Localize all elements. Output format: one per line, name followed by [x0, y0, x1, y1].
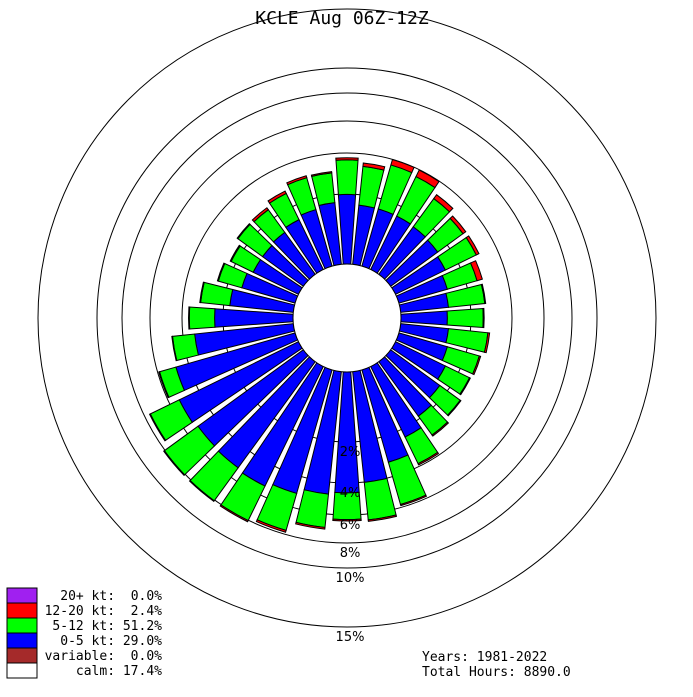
bar-90-12-20kt	[482, 307, 485, 329]
bar-260-12-20kt	[171, 335, 178, 362]
legend: 20+ kt: 0.0%12-20 kt: 2.4% 5-12 kt: 51.2…	[6, 587, 163, 679]
bar-90-5-12kt	[446, 307, 484, 329]
bar-330-12-20kt	[267, 190, 287, 204]
bar-230-12-20kt	[163, 449, 186, 477]
bar-190-12-20kt	[295, 521, 326, 530]
bar-200-12-20kt	[255, 519, 287, 533]
bar-190-5-12kt	[295, 489, 330, 528]
total-hours-text: Total Hours: 8890.0	[422, 665, 571, 680]
bar-240-12-20kt	[148, 413, 167, 442]
chart-title: KCLE Aug 06Z-12Z	[255, 8, 429, 29]
bar-70-12-20kt	[469, 260, 483, 282]
ring-8	[121, 92, 573, 544]
bar-350-12-20kt	[310, 171, 333, 177]
years-text: Years: 1981-2022	[422, 650, 547, 665]
bar-0-0-5kt	[337, 193, 357, 265]
bar-30-12-20kt	[415, 169, 440, 189]
bar-320-12-20kt	[251, 207, 270, 223]
ring-label-15: 15%	[336, 630, 365, 645]
bar-170-12-20kt	[367, 514, 398, 522]
ring-15	[37, 8, 657, 628]
bar-250-12-20kt	[158, 371, 170, 399]
bar-150-12-20kt	[417, 451, 440, 466]
bar-180-12-20kt	[332, 518, 362, 522]
legend-label-1: 12-20 kt: 2.4%	[45, 604, 163, 619]
bar-260-5-12kt	[171, 333, 199, 362]
ring-labels: 2% 4% 6% 8% 10% 15%	[336, 445, 365, 645]
ring-label-8: 8%	[340, 546, 361, 561]
legend-label-3: 0-5 kt: 29.0%	[45, 634, 163, 649]
ring-label-6: 6%	[340, 518, 361, 533]
bar-310-12-20kt	[236, 222, 251, 240]
bar-170-5-12kt	[363, 477, 397, 521]
bar-220-12-20kt	[188, 479, 215, 503]
legend-swatch-3	[6, 632, 38, 649]
legend-label-5: calm: 17.4%	[45, 664, 163, 679]
bar-350-5-12kt	[311, 172, 336, 207]
legend-swatch-5	[6, 662, 38, 679]
bar-280-5-12kt	[200, 281, 234, 307]
legend-label-2: 5-12 kt: 51.2%	[45, 619, 163, 634]
bar-100-12-20kt	[483, 332, 491, 354]
bar-50-12-20kt	[449, 215, 467, 235]
bar-110-12-20kt	[472, 355, 482, 376]
ring-10	[96, 67, 598, 569]
legend-swatch-4	[6, 647, 38, 664]
calm-circle	[292, 263, 402, 373]
bar-270-5-12kt	[188, 306, 216, 330]
bar-160-12-20kt	[399, 494, 428, 507]
ring-label-2: 2%	[340, 445, 361, 460]
ring-label-10: 10%	[336, 571, 365, 586]
bar-270-12-20kt	[188, 306, 191, 330]
legend-swatch-1	[6, 602, 38, 619]
bar-300-12-20kt	[229, 244, 241, 263]
legend-label-0: 20+ kt: 0.0%	[52, 589, 162, 604]
bar-290-12-20kt	[216, 262, 226, 282]
direction-bars	[148, 157, 491, 533]
bar-60-12-20kt	[465, 235, 480, 256]
bar-0-5-12kt	[335, 159, 359, 196]
bar-10-12-20kt	[362, 162, 386, 171]
bar-80-12-20kt	[480, 283, 487, 305]
bar-140-12-20kt	[431, 421, 450, 437]
bar-40-12-20kt	[433, 193, 454, 213]
bar-20-12-20kt	[390, 158, 415, 174]
bar-210-12-20kt	[219, 504, 249, 523]
ring-label-4: 4%	[340, 486, 361, 501]
bar-120-12-20kt	[459, 377, 471, 396]
legend-swatch-2	[6, 617, 38, 634]
bar-130-12-20kt	[446, 399, 462, 417]
bar-0-12-20kt	[335, 157, 359, 161]
bar-280-12-20kt	[199, 281, 205, 304]
bar-90-0-5kt	[400, 310, 448, 326]
bar-340-12-20kt	[286, 175, 308, 186]
legend-swatch-0	[6, 587, 38, 604]
legend-label-4: variable: 0.0%	[45, 649, 163, 664]
